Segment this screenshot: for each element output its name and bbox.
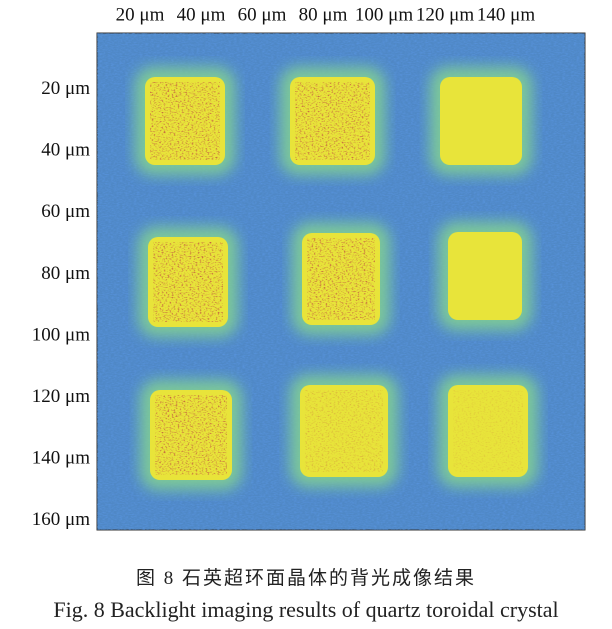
y-tick-label: 160 μm [32, 509, 90, 530]
y-tick-label: 100 μm [32, 324, 90, 345]
speckle [305, 390, 383, 472]
y-tick-label: 140 μm [32, 448, 90, 469]
speckle [295, 82, 370, 160]
x-tick-label: 40 μm [177, 4, 226, 25]
speckle [453, 390, 523, 472]
speckle [307, 238, 375, 320]
spots [135, 67, 538, 490]
x-tick-label: 120 μm [416, 4, 474, 25]
figure: 20 μm 40 μm 60 μm 80 μm 100 μm 120 μm 140 μm20… [32, 4, 586, 531]
y-tick-label: 60 μm [41, 201, 90, 222]
y-tick-label: 40 μm [41, 140, 90, 161]
x-tick-label: 60 μm [238, 4, 287, 25]
y-tick-label: 120 μm [32, 386, 90, 407]
spot [440, 77, 522, 165]
speckle [155, 395, 227, 475]
caption-en: Fig. 8 Backlight imaging results of quar… [53, 597, 559, 622]
spot [448, 232, 522, 320]
x-tick-label: 80 μm [299, 4, 348, 25]
speckle [150, 82, 220, 160]
x-tick-label: 20 μm [116, 4, 165, 25]
x-tick-label: 100 μm [355, 4, 413, 25]
y-tick-label: 20 μm [41, 78, 90, 99]
x-tick-label: 140 μm [477, 4, 535, 25]
y-tick-label: 80 μm [41, 263, 90, 284]
caption-cn: 图 8 石英超环面晶体的背光成像结果 [135, 568, 476, 589]
speckle [153, 242, 223, 322]
